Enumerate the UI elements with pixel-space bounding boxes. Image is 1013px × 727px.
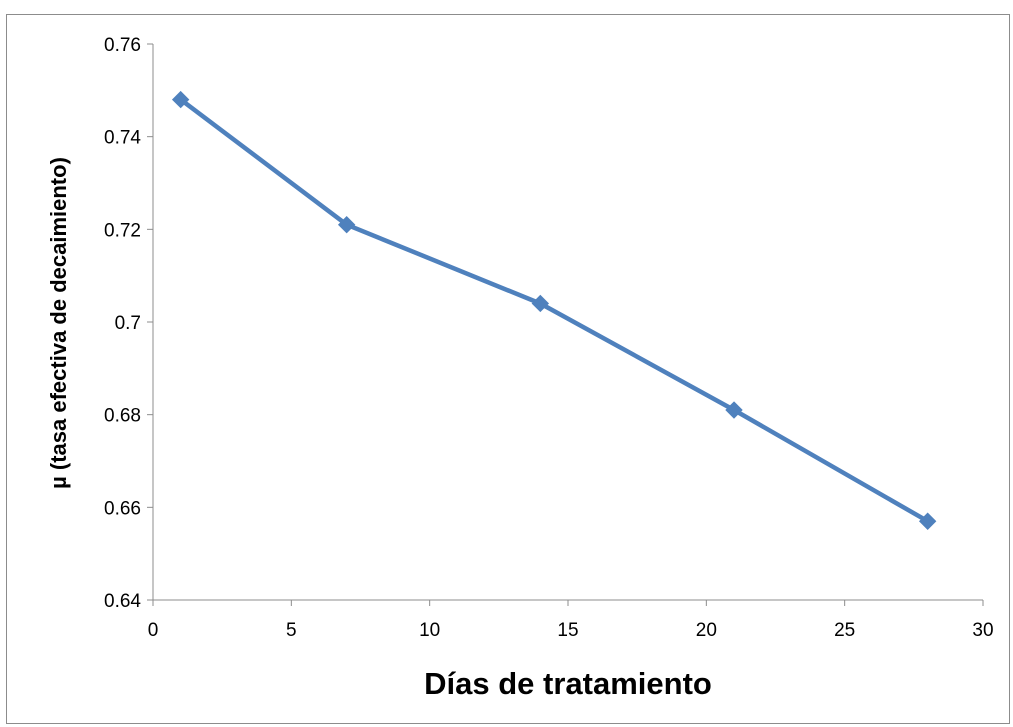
y-tick-label: 0.76	[104, 35, 141, 56]
data-point-marker	[531, 294, 550, 313]
y-tick-label: 0.68	[104, 406, 141, 427]
y-tick-label: 0.64	[104, 591, 141, 612]
y-tick-label: 0.72	[104, 220, 141, 241]
y-tick-label: 0.7	[115, 313, 141, 334]
data-point-marker	[337, 215, 356, 234]
x-tick-label: 30	[972, 620, 993, 641]
x-tick-label: 15	[557, 620, 578, 641]
series-line	[178, 97, 930, 524]
axes	[152, 44, 983, 601]
tick-labels: 0.64 0.66 0.68 0.7 0.72 0.74 0.76 0 5 10 15 20 25 30	[104, 35, 994, 641]
y-tick-label: 0.66	[104, 498, 141, 519]
data-point-marker	[918, 512, 937, 530]
chart-area	[6, 14, 1010, 724]
data-markers	[171, 90, 937, 530]
tick-marks	[147, 43, 984, 606]
x-tick-label: 0	[148, 620, 159, 641]
x-axis-title: Días de tratamiento	[424, 666, 712, 701]
y-axis-title: µ (tasa efectiva de decaimiento)	[46, 157, 71, 489]
data-series	[178, 97, 930, 524]
x-tick-label: 25	[834, 620, 855, 641]
data-point-marker	[725, 401, 743, 419]
x-tick-label: 20	[696, 620, 717, 641]
x-tick-label: 10	[419, 620, 440, 641]
y-tick-label: 0.74	[104, 128, 141, 149]
x-tick-label: 5	[286, 620, 297, 641]
data-point-marker	[171, 90, 190, 109]
